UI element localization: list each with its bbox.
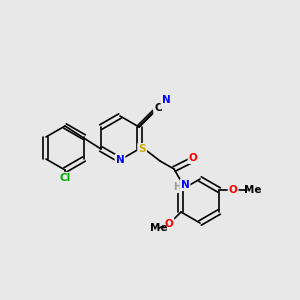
Text: C: C: [154, 103, 162, 113]
Text: O: O: [165, 219, 173, 229]
Text: Cl: Cl: [59, 173, 70, 183]
Text: H: H: [173, 182, 181, 192]
Text: O: O: [189, 153, 197, 163]
Text: Me: Me: [244, 185, 262, 195]
Text: Me: Me: [150, 223, 168, 233]
Text: N: N: [116, 155, 124, 165]
Text: S: S: [138, 144, 146, 154]
Text: N: N: [162, 95, 170, 105]
Text: N: N: [181, 180, 189, 190]
Text: O: O: [229, 185, 238, 195]
